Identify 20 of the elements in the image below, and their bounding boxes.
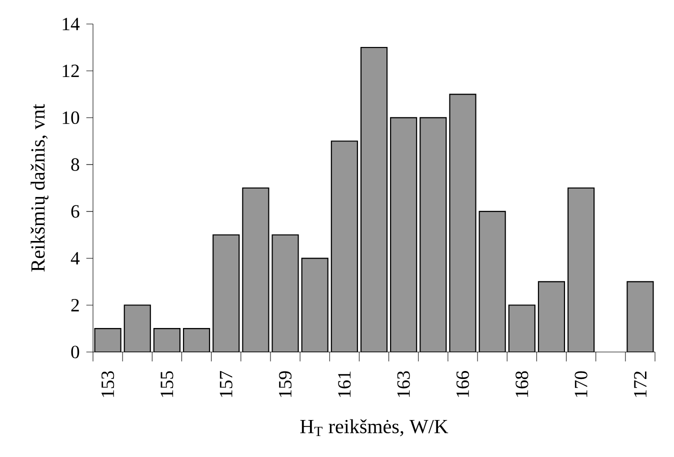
- x-tick-label: 163: [397, 371, 410, 397]
- y-tick-label: 8: [71, 158, 80, 171]
- y-tick-label: 12: [62, 64, 79, 78]
- x-tick-label: 161: [338, 372, 351, 397]
- x-tick-label: 159: [279, 371, 292, 397]
- x-tick-label: 166: [456, 371, 470, 397]
- y-tick-label: 14: [62, 18, 80, 30]
- x-axis-title: H$_{T}$ reikšmės, W/K: [300, 419, 448, 436]
- y-tick-label: 0: [71, 346, 80, 358]
- y-tick-label: 10: [62, 111, 80, 124]
- y-tick-label: 4: [70, 252, 80, 264]
- x-tick-label: 168: [516, 371, 528, 397]
- y-tick-label: 6: [71, 205, 80, 218]
- x-tick-label: 170: [574, 371, 588, 397]
- y-axis-title: Reikšmių dažnis, vnt: [30, 104, 48, 272]
- x-tick-label: 155: [160, 371, 174, 397]
- x-tick-label: 172: [634, 372, 646, 397]
- y-tick-label: 2: [71, 298, 79, 312]
- x-tick-label: 157: [220, 371, 232, 397]
- x-tick-label: 153: [102, 371, 114, 397]
